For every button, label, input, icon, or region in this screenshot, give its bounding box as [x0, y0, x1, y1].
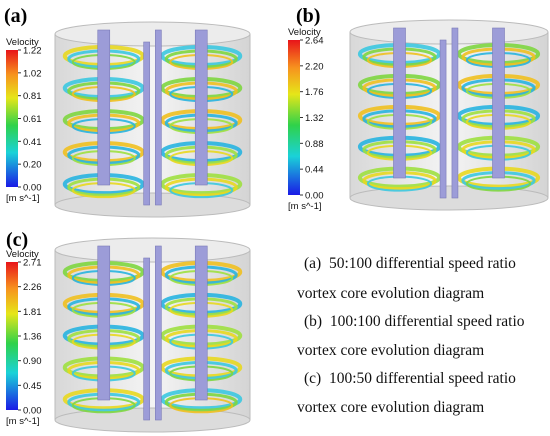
caption-line: vortex core evolution diagram: [297, 399, 484, 416]
cylinder-bottom: [54, 192, 251, 218]
colorbar-tick-label: 0.00: [23, 183, 42, 194]
colorbar-tick-label: 0.88: [305, 139, 324, 150]
colorbar-unit: [m s^-1]: [6, 193, 40, 204]
colorbar-tick-label: 0.90: [23, 356, 42, 367]
colorbar-title: Velocity: [6, 37, 39, 48]
colorbar-tick-label: 1.32: [305, 113, 324, 124]
colorbar-tick-label: 1.02: [23, 68, 42, 79]
shaft: [439, 39, 447, 199]
colorbar-title: Velocity: [6, 249, 39, 260]
colorbar-tick-label: 2.71: [23, 258, 42, 269]
shaft: [155, 29, 162, 206]
shaft: [451, 27, 459, 199]
colorbar-tick-label: 0.00: [23, 406, 42, 417]
shaft: [97, 245, 111, 401]
colorbar-tick-label: 0.00: [305, 191, 324, 202]
cylinder-top: [54, 21, 251, 47]
colorbar-tick-label: 2.26: [23, 282, 42, 293]
colorbar-tick-label: 0.61: [23, 114, 42, 125]
cylinder-top: [54, 237, 251, 263]
colorbar-tick-label: 0.45: [23, 381, 42, 392]
shaft: [393, 27, 406, 179]
cylinder-top: [349, 19, 549, 45]
caption-line: (c) 100:50 differential speed ratio: [304, 370, 516, 387]
colorbar-unit: [m s^-1]: [6, 416, 40, 427]
cylinder-bottom: [54, 407, 251, 433]
shaft: [492, 27, 505, 179]
colorbar-tick-label: 1.76: [305, 87, 324, 98]
shaft: [194, 245, 208, 401]
shaft: [143, 41, 150, 206]
shaft: [143, 257, 150, 421]
caption-line: (a) 50:100 differential speed ratio: [304, 255, 516, 272]
colorbar-title: Velocity: [288, 27, 321, 38]
colorbar-tick-label: 0.20: [23, 160, 42, 171]
vortex-render: [54, 237, 251, 433]
vortex-render: [349, 19, 549, 211]
panel-label: (a): [4, 5, 27, 27]
colorbar-tick-label: 1.36: [23, 332, 42, 343]
colorbar-unit: [m s^-1]: [288, 201, 322, 212]
shaft: [194, 29, 208, 186]
caption-line: vortex core evolution diagram: [297, 342, 484, 359]
colorbar-tick-label: 0.81: [23, 91, 42, 102]
colorbar: [6, 50, 18, 187]
colorbar-tick-label: 0.41: [23, 137, 42, 148]
colorbar: [288, 40, 300, 195]
caption-line: (b) 100:100 differential speed ratio: [304, 313, 525, 330]
colorbar-tick-label: 1.81: [23, 307, 42, 318]
shaft: [97, 29, 111, 186]
colorbar-tick-label: 2.64: [305, 36, 324, 47]
panel-label: (c): [6, 229, 28, 251]
colorbar-tick-label: 2.20: [305, 61, 324, 72]
colorbar-tick-label: 1.22: [23, 46, 42, 57]
panel-label: (b): [296, 5, 320, 27]
vortex-render: [54, 21, 251, 218]
colorbar-tick-label: 0.44: [305, 165, 324, 176]
cylinder-bottom: [349, 185, 549, 211]
caption-line: vortex core evolution diagram: [297, 285, 484, 302]
shaft: [155, 245, 162, 421]
colorbar: [6, 262, 18, 410]
